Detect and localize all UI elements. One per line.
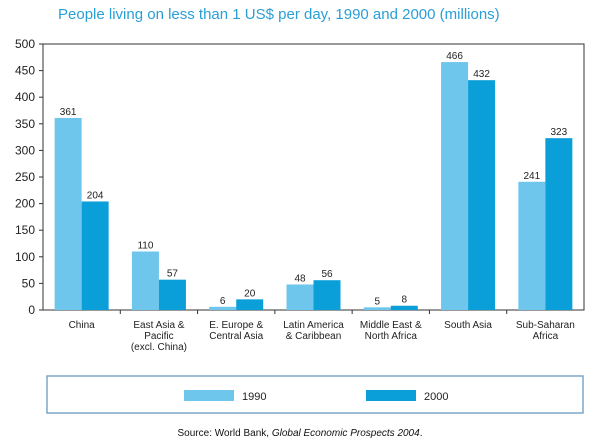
y-tick-label: 0 [28, 303, 35, 317]
legend-label-2000: 2000 [424, 391, 448, 403]
x-tick-label: (excl. China) [131, 342, 187, 353]
x-tick-label: Africa [533, 331, 559, 342]
y-tick-label: 250 [15, 170, 35, 184]
y-tick-label: 150 [15, 223, 35, 237]
data-label-2000: 204 [87, 190, 104, 201]
bar-2000 [158, 279, 186, 310]
bar-2000 [390, 305, 418, 310]
data-label-1990: 110 [137, 240, 153, 251]
plot-frame [42, 43, 585, 311]
bar-2000 [236, 299, 264, 310]
y-tick-label: 500 [15, 37, 35, 51]
data-label-1990: 48 [294, 273, 306, 284]
source-prefix: Source: World Bank, [177, 428, 272, 439]
y-tick-label: 450 [15, 64, 35, 78]
x-tick-label: Sub-Saharan [516, 320, 575, 331]
x-tick-label: North Africa [365, 331, 418, 342]
x-tick-label: & Caribbean [286, 331, 342, 342]
x-tick-label: E. Europe & [209, 320, 263, 331]
data-label-1990: 6 [220, 296, 226, 307]
bar-2000 [313, 280, 341, 310]
data-label-1990: 466 [446, 51, 463, 62]
legend-label-1990: 1990 [242, 391, 266, 403]
data-label-1990: 361 [60, 107, 77, 118]
y-tick-label: 50 [22, 276, 36, 290]
y-tick-label: 300 [15, 143, 35, 157]
bar-1990 [131, 251, 159, 310]
data-label-2000: 432 [473, 69, 490, 80]
source-note: Source: World Bank, Global Economic Pros… [0, 428, 600, 439]
data-label-1990: 5 [375, 296, 381, 307]
x-tick-label: Central Asia [209, 331, 263, 342]
legend-swatch-2000 [366, 390, 416, 401]
x-tick-label: China [69, 320, 96, 331]
bar-1990 [441, 62, 469, 311]
data-label-2000: 20 [244, 288, 256, 299]
source-publication: Global Economic Prospects 2004 [271, 428, 420, 439]
legend-swatch-1990 [184, 390, 234, 401]
y-tick-label: 100 [15, 250, 35, 264]
bar-1990 [518, 181, 546, 310]
data-label-2000: 323 [551, 127, 568, 138]
x-tick-label: South Asia [444, 320, 492, 331]
bar-2000 [468, 80, 496, 311]
x-tick-label: Pacific [144, 331, 173, 342]
x-tick-label: East Asia & [133, 320, 184, 331]
bar-1990 [209, 306, 237, 310]
data-label-2000: 56 [321, 269, 333, 280]
y-tick-label: 200 [15, 197, 35, 211]
bar-1990 [286, 284, 314, 310]
x-tick-label: Latin America [283, 320, 344, 331]
legend-box [46, 375, 584, 414]
x-tick-label: Middle East & [360, 320, 422, 331]
bar-2000 [81, 201, 109, 310]
data-label-2000: 57 [167, 269, 179, 280]
y-tick-label: 350 [15, 117, 35, 131]
y-tick-label: 400 [15, 90, 35, 104]
bar-1990 [363, 307, 391, 310]
bar-1990 [54, 117, 82, 310]
data-label-1990: 241 [524, 171, 541, 182]
bar-2000 [545, 138, 573, 310]
chart-title: People living on less than 1 US$ per day… [58, 6, 500, 23]
source-suffix: . [419, 428, 423, 439]
data-label-2000: 8 [402, 295, 408, 306]
